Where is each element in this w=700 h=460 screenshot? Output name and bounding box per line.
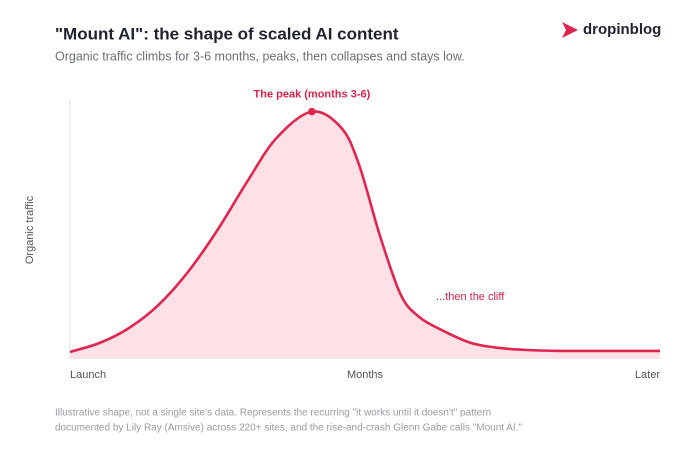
logo-icon bbox=[562, 22, 578, 38]
x-axis-label: Months bbox=[347, 369, 384, 381]
chart-subtitle: Organic traffic climbs for 3-6 months, p… bbox=[55, 49, 465, 63]
x-tick-label: Launch bbox=[70, 369, 106, 381]
brand-logo: dropinblog bbox=[562, 21, 661, 38]
peak-annotation: The peak (months 3-6) bbox=[254, 89, 371, 101]
x-tick-label: Later bbox=[635, 369, 660, 381]
peak-marker bbox=[308, 107, 316, 116]
footnote: Illustrative shape, not a single site's … bbox=[55, 408, 491, 419]
logo-text: dropinblog bbox=[583, 21, 661, 38]
chart-title: "Mount AI": the shape of scaled AI conte… bbox=[55, 24, 399, 43]
area-fill bbox=[70, 111, 660, 358]
footnote: documented by Lily Ray (Amsive) across 2… bbox=[55, 423, 522, 434]
cliff-annotation: ...then the cliff bbox=[436, 291, 505, 303]
line bbox=[69, 110, 660, 354]
y-axis-label: Organic traffic bbox=[24, 195, 36, 264]
